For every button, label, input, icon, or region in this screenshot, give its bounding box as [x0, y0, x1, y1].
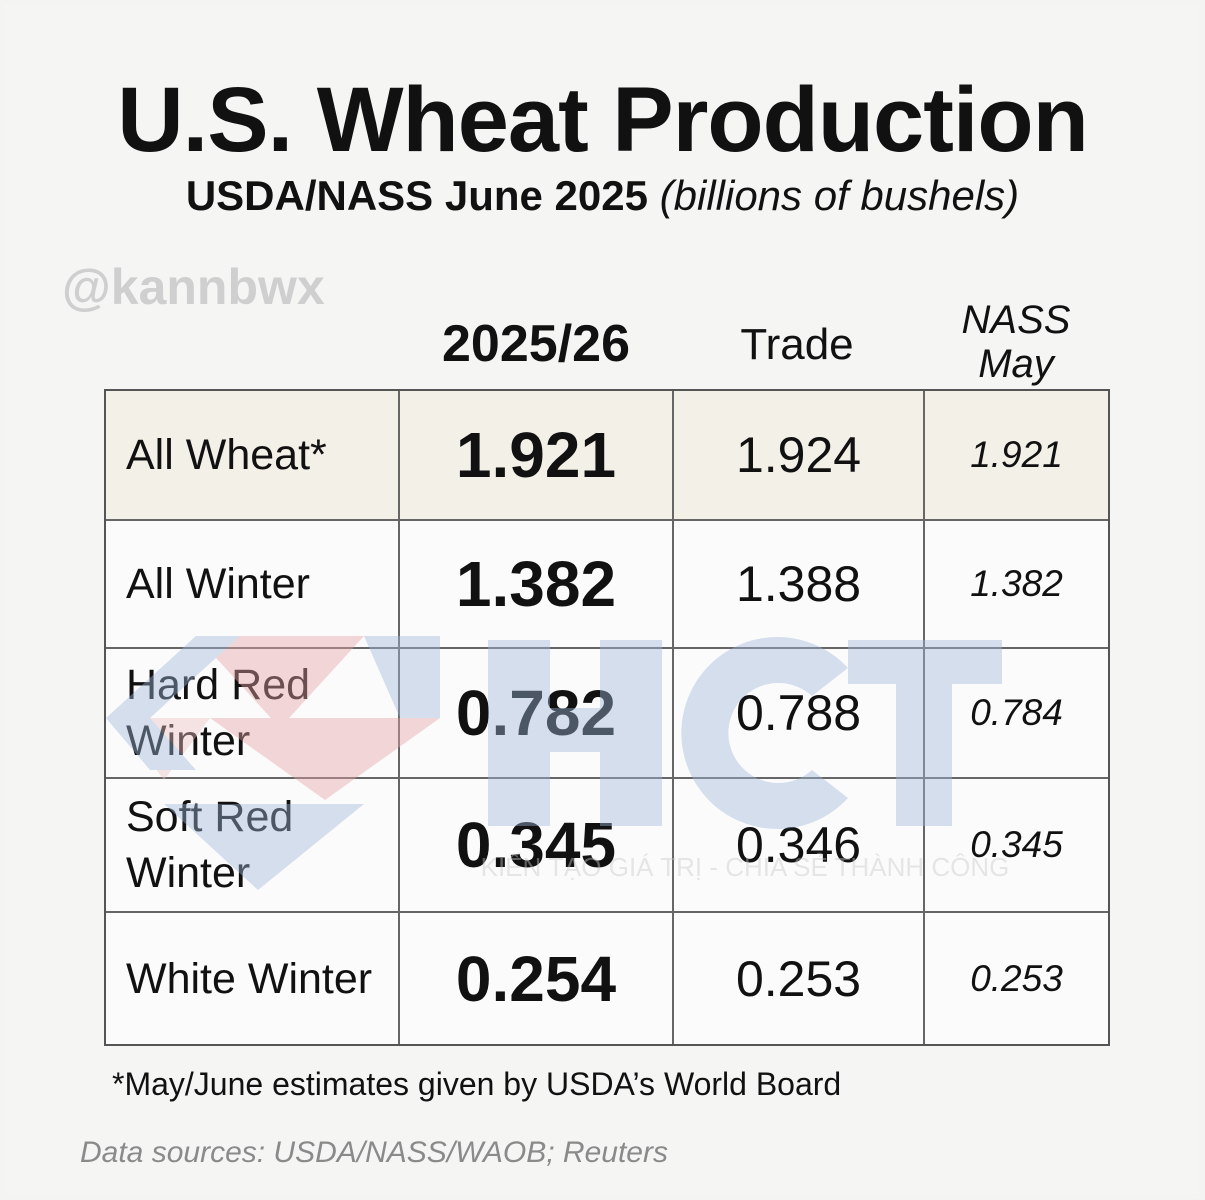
nass-header-line1: NASS — [961, 298, 1071, 342]
srw-label-line2: Winter — [126, 849, 251, 897]
srw-label-line1: Soft Red — [126, 793, 294, 841]
row-label-soft-red-winter: Soft Red Winter — [106, 779, 400, 913]
column-header-trade: Trade — [740, 320, 854, 369]
cell-nass-all-wheat: 1.921 — [925, 391, 1108, 521]
cell-trade-white-winter: 0.253 — [674, 913, 925, 1044]
cell-trade-all-wheat: 1.924 — [674, 391, 925, 521]
cell-trade-soft-red-winter: 0.346 — [674, 779, 925, 913]
row-label-all-wheat: All Wheat* — [106, 391, 400, 521]
cell-nass-all-winter: 1.382 — [925, 521, 1108, 649]
row-label-white-winter: White Winter — [106, 913, 400, 1044]
chart-subtitle: USDA/NASS June 2025 (billions of bushels… — [0, 172, 1205, 220]
chart-title: U.S. Wheat Production — [117, 69, 1089, 171]
subtitle-unit: (billions of bushels) — [659, 172, 1020, 219]
hrw-label-line1: Hard Red — [126, 661, 311, 709]
cell-nass-soft-red-winter: 0.345 — [925, 779, 1108, 913]
row-label-hard-red-winter: Hard Red Winter — [106, 649, 400, 779]
hrw-label-line2: Winter — [126, 717, 251, 765]
cell-value-hard-red-winter: 0.782 — [400, 649, 674, 779]
nass-header-line2: May — [978, 342, 1054, 386]
cell-nass-white-winter: 0.253 — [970, 957, 1063, 999]
column-header-nass-may: NASS May — [922, 298, 1110, 386]
cell-trade-hard-red-winter: 0.788 — [674, 649, 925, 779]
cell-trade-all-winter: 1.388 — [674, 521, 925, 649]
cell-value-all-winter: 1.382 — [400, 521, 674, 649]
data-sources: Data sources: USDA/NASS/WAOB; Reuters — [80, 1136, 668, 1169]
row-label-all-winter: All Winter — [106, 521, 400, 649]
cell-nass-hard-red-winter: 0.784 — [925, 649, 1108, 779]
footnote: *May/June estimates given by USDA’s Worl… — [112, 1066, 842, 1102]
column-header-year: 2025/26 — [442, 315, 630, 373]
cell-value-white-winter: 0.254 — [400, 913, 674, 1044]
author-handle: @kannbwx — [62, 259, 325, 315]
cell-value-all-wheat: 1.921 — [400, 391, 674, 521]
cell-value-soft-red-winter: 0.345 — [400, 779, 674, 913]
subtitle-source: USDA/NASS June 2025 — [185, 172, 648, 219]
production-table: All Wheat* 1.921 1.924 1.921 All Winter … — [104, 389, 1110, 1046]
